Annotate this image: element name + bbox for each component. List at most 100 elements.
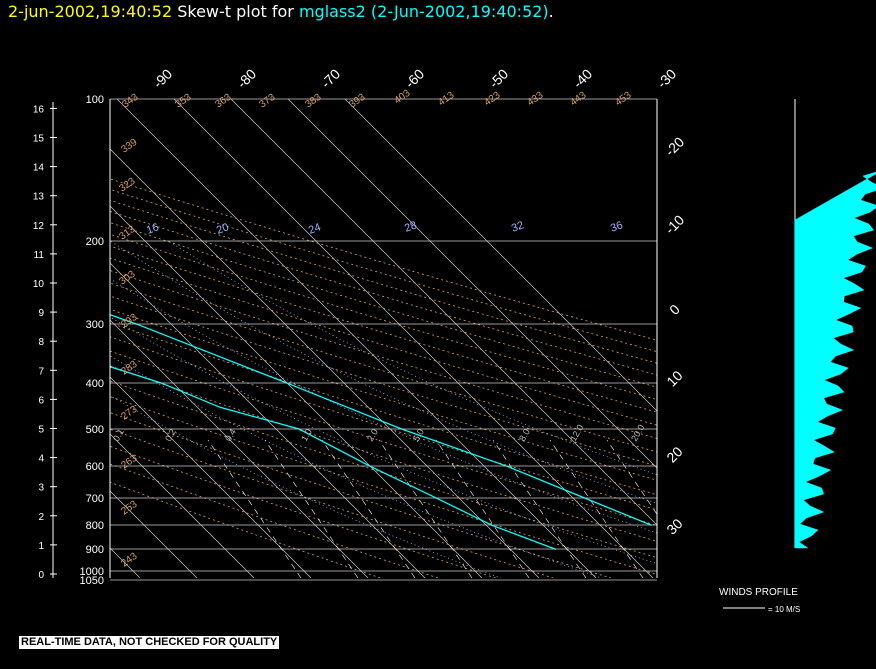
height-tick-label: 7: [38, 366, 44, 377]
temperature-label-right: -20: [662, 134, 688, 160]
isotherm-line: [110, 262, 426, 578]
winds-scale-label: = 10 M/S: [768, 605, 801, 614]
mixing-ratio-label: 2.0: [365, 427, 380, 443]
theta-label: 453: [613, 90, 633, 109]
theta-label: 443: [568, 90, 588, 109]
mixing-ratio-label: 8.0: [517, 427, 532, 443]
theta-label: 343: [120, 92, 140, 111]
moist-adiabat-label: 24: [307, 221, 323, 236]
mixing-ratio-label: 5.0: [411, 427, 426, 443]
mixing-ratio-label: 0.1: [111, 427, 126, 443]
height-tick-label: 0: [38, 570, 44, 581]
height-tick-label: 6: [38, 395, 44, 406]
theta-label: 353: [173, 92, 193, 111]
theta-label: 273: [119, 404, 139, 423]
pressure-tick-label: 900: [86, 544, 104, 556]
theta-label: 373: [257, 92, 277, 111]
height-tick-label: 3: [38, 483, 44, 494]
title-main: Skew-t plot for: [177, 2, 299, 21]
isotherm-line: [0, 99, 26, 578]
pressure-tick-label: 1000: [80, 566, 104, 578]
winds-fill: [794, 171, 876, 549]
moist-adiabat: [110, 395, 502, 578]
theta-label: 303: [117, 269, 137, 288]
moist-adiabat-label: 36: [609, 219, 625, 234]
pressure-tick-label: 1050: [80, 575, 104, 587]
pressure-tick-label: 500: [86, 424, 104, 436]
temperature-label-right: 30: [663, 515, 685, 537]
temperature-label-top: -40: [570, 66, 596, 92]
height-tick-label: 12: [33, 221, 45, 232]
theta-label: 293: [119, 312, 139, 331]
dry-adiabat: [110, 412, 613, 578]
height-tick-label: 14: [33, 163, 45, 174]
qc-notice: REAL-TIME DATA, NOT CHECKED FOR QUALITY: [19, 636, 280, 649]
temperature-label-right: -10: [662, 212, 688, 238]
moist-adiabat: [110, 278, 657, 534]
plot-title: 2-jun-2002,19:40:52 Skew-t plot for mgla…: [8, 2, 554, 21]
dry-adiabat: [110, 463, 440, 578]
pressure-tick-label: 800: [86, 520, 104, 532]
theta-label: 413: [436, 90, 456, 109]
temperature-label-top: -90: [150, 66, 176, 92]
isotherm-line: [110, 319, 369, 578]
dry-adiabat: [110, 445, 498, 578]
moist-adiabat-label: 20: [215, 221, 231, 236]
height-tick-label: 1: [38, 541, 44, 552]
mixing-ratio-line: [492, 439, 587, 578]
temperature-label-top: -50: [486, 66, 512, 92]
mixing-ratio-line: [264, 439, 359, 578]
dry-adiabat: [110, 210, 657, 376]
pressure-tick-label: 600: [86, 461, 104, 473]
theta-label: 253: [119, 499, 139, 518]
isotherm-line: [230, 99, 657, 526]
dewpoint-trace: [110, 366, 557, 551]
theta-label: 263: [119, 453, 139, 472]
theta-label: 323: [117, 176, 137, 195]
temperature-label-right: 20: [663, 443, 685, 465]
theta-label: 339: [119, 137, 139, 156]
winds-profile: [794, 171, 876, 549]
moist-adiabat: [168, 240, 657, 476]
theta-label: 433: [525, 90, 545, 109]
dry-adiabat: [110, 245, 657, 413]
theta-label: 243: [119, 551, 139, 570]
title-date: 2-jun-2002,19:40:52: [8, 2, 173, 21]
dry-adiabat: [110, 199, 657, 364]
theta-label: 313: [117, 224, 137, 243]
mixing-ratio-line: [549, 439, 644, 578]
theta-label: 403: [392, 88, 412, 107]
pressure-tick-label: 300: [86, 319, 104, 331]
isotherm-line: [110, 376, 312, 578]
isotherm-line: [110, 490, 198, 578]
temperature-label-right: 0: [666, 301, 683, 318]
height-tick-label: 5: [38, 425, 44, 436]
dry-adiabat: [110, 282, 657, 453]
dry-adiabat: [110, 295, 657, 467]
moist-adiabat-label: 28: [403, 219, 419, 234]
title-site: mglass2 (2-Jun-2002,19:40:52): [298, 2, 549, 21]
height-tick-label: 15: [33, 134, 45, 145]
temperature-label-top: -70: [318, 66, 344, 92]
height-tick-label: 4: [38, 454, 44, 465]
isotherm-line: [116, 99, 597, 578]
theta-label: 423: [482, 90, 502, 109]
height-tick-label: 16: [33, 104, 45, 115]
theta-label: 383: [303, 92, 323, 111]
isotherm-line: [173, 99, 654, 578]
dry-adiabat: [110, 428, 555, 578]
winds-profile-label: WINDS PROFILE: [719, 587, 798, 598]
temperature-label-right: 10: [663, 367, 685, 389]
dry-adiabat: [110, 350, 657, 526]
isotherm-line: [344, 99, 657, 412]
mixing-ratio-line: [207, 439, 302, 578]
mixing-ratio-label: 12.0: [568, 423, 585, 443]
height-tick-label: 9: [38, 308, 44, 319]
mixing-ratio-line: [435, 439, 530, 578]
height-tick-label: 2: [38, 512, 44, 523]
theta-label: 363: [213, 92, 233, 111]
pressure-tick-label: 700: [86, 493, 104, 505]
dry-adiabat: [110, 481, 382, 578]
pressure-tick-label: 200: [86, 236, 104, 248]
